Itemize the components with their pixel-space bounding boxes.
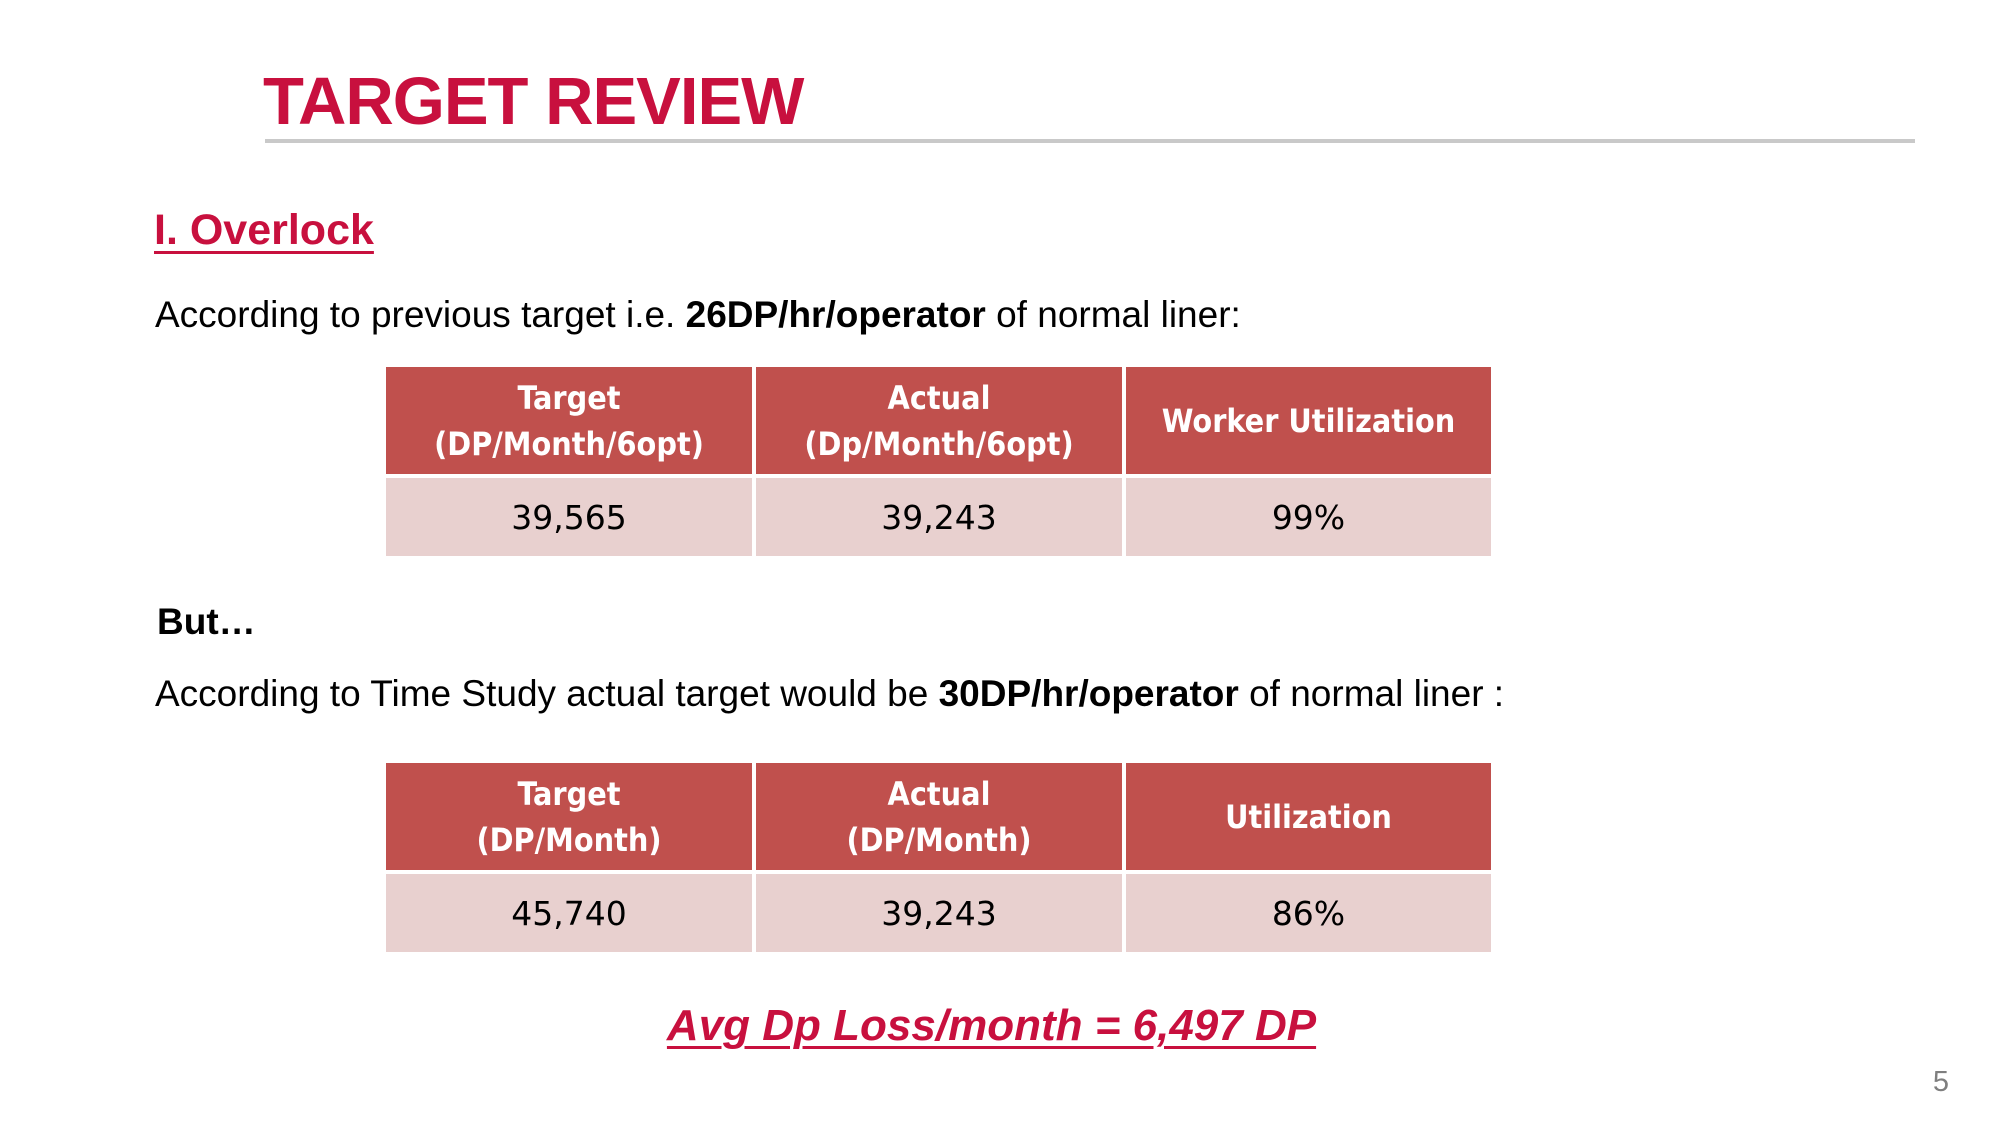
header-actual-line1: Actual: [887, 774, 991, 813]
table-row: 45,740 39,243 86%: [382, 870, 1495, 956]
page-number: 5: [1932, 1066, 1949, 1098]
header-utilization-label: Utilization: [1225, 797, 1392, 836]
cell-actual-value: 39,243: [752, 474, 1126, 560]
paragraph-1-suffix: of normal liner:: [985, 294, 1241, 335]
header-target: Target (DP/Month/6opt): [382, 363, 756, 478]
header-worker-utilization: Worker Utilization: [1122, 363, 1495, 478]
header-target-line1: Target: [517, 378, 621, 417]
time-study-table: Target (DP/Month) Actual (DP/Month) Util…: [382, 759, 1495, 956]
cell-target-value: 45,740: [382, 870, 756, 956]
header-target: Target (DP/Month): [382, 759, 756, 874]
header-actual-line1: Actual: [887, 378, 991, 417]
paragraph-2-prefix: According to Time Study actual target wo…: [155, 673, 939, 714]
table-header-row: Target (DP/Month) Actual (DP/Month) Util…: [382, 759, 1495, 874]
header-worker-utilization-label: Worker Utilization: [1161, 401, 1456, 440]
paragraph-1-bold-rate: 26DP/hr/operator: [685, 294, 986, 335]
table-row: 39,565 39,243 99%: [382, 474, 1495, 560]
but-label: But…: [157, 601, 256, 642]
header-target-line1: Target: [517, 774, 621, 813]
paragraph-2-suffix: of normal liner :: [1238, 673, 1505, 714]
cell-utilization-value: 99%: [1122, 474, 1495, 560]
header-actual: Actual (Dp/Month/6opt): [752, 363, 1126, 478]
previous-target-paragraph: According to previous target i.e. 26DP/h…: [155, 296, 1241, 333]
header-actual-line2: (Dp/Month/6opt): [804, 424, 1074, 463]
section-heading: I. Overlock: [154, 206, 374, 254]
header-target-line2: (DP/Month): [476, 820, 662, 859]
dp-loss-conclusion: Avg Dp Loss/month = 6,497 DP: [666, 1001, 1317, 1050]
cell-utilization-value: 86%: [1122, 870, 1495, 956]
header-actual: Actual (DP/Month): [752, 759, 1126, 874]
time-study-paragraph: According to Time Study actual target wo…: [155, 675, 1504, 712]
cell-target-value: 39,565: [382, 474, 756, 560]
slide-title: TARGET REVIEW: [263, 64, 804, 139]
cell-actual-value: 39,243: [752, 870, 1126, 956]
header-utilization: Utilization: [1122, 759, 1495, 874]
previous-target-table: Target (DP/Month/6opt) Actual (Dp/Month/…: [382, 363, 1495, 560]
title-divider: [265, 139, 1915, 143]
paragraph-2-bold-rate: 30DP/hr/operator: [938, 673, 1239, 714]
table-header-row: Target (DP/Month/6opt) Actual (Dp/Month/…: [382, 363, 1495, 478]
paragraph-1-prefix: According to previous target i.e.: [155, 294, 686, 335]
header-actual-line2: (DP/Month): [846, 820, 1032, 859]
header-target-line2: (DP/Month/6opt): [434, 424, 704, 463]
